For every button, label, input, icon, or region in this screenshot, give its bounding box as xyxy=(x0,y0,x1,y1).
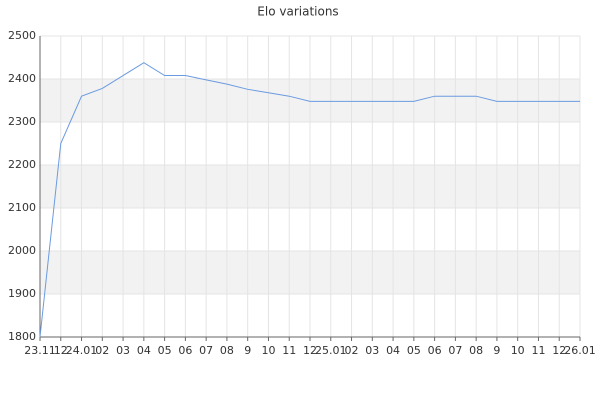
x-tick-label: 23.11 xyxy=(24,344,56,357)
x-tick-label: 07 xyxy=(199,344,213,357)
y-tick-label: 2400 xyxy=(8,72,36,85)
x-tick-label: 24.01 xyxy=(66,344,98,357)
chart-title: Elo variations xyxy=(257,5,338,19)
x-tick-label: 05 xyxy=(158,344,172,357)
x-tick-label: 08 xyxy=(469,344,483,357)
x-tick-label: 07 xyxy=(448,344,462,357)
y-tick-label: 2300 xyxy=(8,115,36,128)
x-tick-label: 10 xyxy=(261,344,275,357)
x-tick-label: 06 xyxy=(428,344,442,357)
x-tick-label: 02 xyxy=(345,344,359,357)
x-tick-label: 03 xyxy=(116,344,130,357)
x-tick-label: 26.01 xyxy=(564,344,596,357)
x-tick-label: 9 xyxy=(493,344,500,357)
y-tick-label: 2500 xyxy=(8,29,36,42)
x-tick-label: 04 xyxy=(137,344,151,357)
x-tick-label: 12 xyxy=(303,344,317,357)
y-tick-label: 2100 xyxy=(8,201,36,214)
x-tick-label: 12 xyxy=(54,344,68,357)
x-tick-label: 9 xyxy=(244,344,251,357)
x-tick-label: 08 xyxy=(220,344,234,357)
x-tick-label: 05 xyxy=(407,344,421,357)
x-tick-label: 11 xyxy=(531,344,545,357)
x-tick-label: 06 xyxy=(178,344,192,357)
x-tick-label: 25.01 xyxy=(315,344,347,357)
y-tick-label: 1900 xyxy=(8,287,36,300)
data-line xyxy=(39,62,580,338)
x-tick-label: 11 xyxy=(282,344,296,357)
y-tick-label: 1800 xyxy=(8,330,36,343)
y-tick-label: 2000 xyxy=(8,244,36,257)
y-tick-label: 2200 xyxy=(8,158,36,171)
x-tick-label: 12 xyxy=(552,344,566,357)
x-tick-label: 10 xyxy=(511,344,525,357)
x-tick-label: 04 xyxy=(386,344,400,357)
x-tick-label: 02 xyxy=(95,344,109,357)
x-tick-label: 03 xyxy=(365,344,379,357)
